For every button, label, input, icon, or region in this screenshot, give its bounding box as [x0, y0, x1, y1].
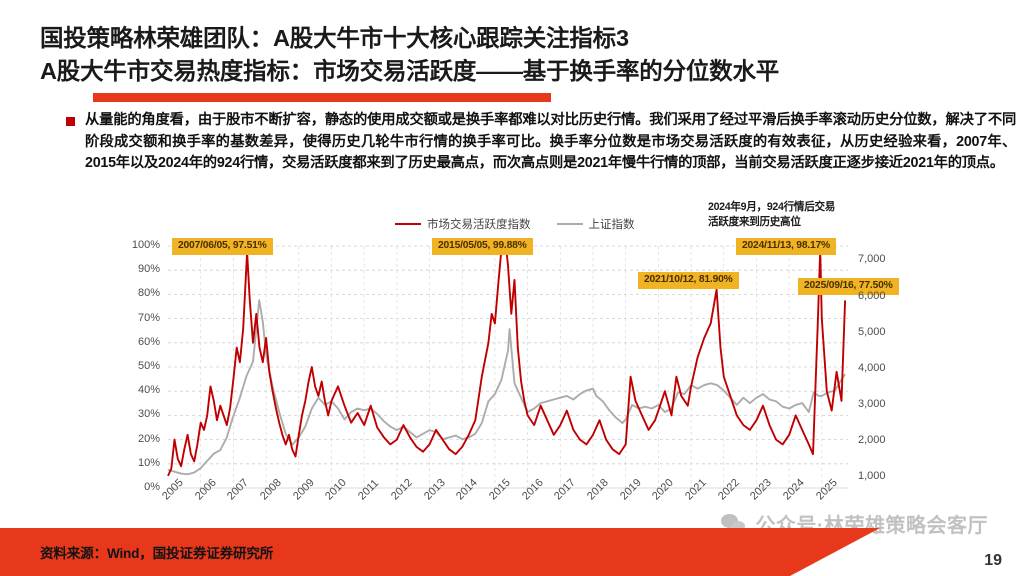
callout-latest-2025: 2025/09/16, 77.50%	[798, 278, 899, 296]
page-number: 19	[984, 552, 1002, 569]
y-axis-right-tick: 6,000	[858, 289, 886, 302]
y-axis-left-tick: 10%	[137, 456, 160, 469]
y-axis-left-tick: 30%	[137, 408, 160, 421]
y-axis-left-tick: 20%	[137, 432, 160, 445]
title-line-1: 国投策略林荣雄团队：A股大牛市十大核心跟踪关注指标3	[40, 25, 629, 51]
y-axis-left-tick: 40%	[137, 384, 160, 397]
y-axis-right-tick: 3,000	[858, 397, 886, 410]
title-line-2: A股大牛市交易热度指标：市场交易活跃度——基于换手率的分位数水平	[40, 58, 780, 85]
callout-peak-2007: 2007/06/05, 97.51%	[172, 238, 273, 256]
chart-container: 市场交易活跃度指数 上证指数 2007/06/05, 97.51% 2015/0…	[120, 196, 910, 526]
legend-swatch-index-icon	[556, 222, 583, 226]
y-axis-right-tick: 7,000	[858, 253, 886, 266]
y-axis-left-tick: 0%	[144, 481, 160, 493]
legend-label-index: 上证指数	[588, 219, 635, 231]
chart-legend: 市场交易活跃度指数 上证指数	[395, 216, 635, 232]
y-axis-left-tick: 100%	[131, 239, 160, 251]
y-axis-left-tick: 60%	[137, 335, 160, 348]
source-text: 资料来源：Wind，国投证券证券研究所	[40, 546, 274, 561]
footer-red-shape	[0, 528, 880, 576]
legend-swatch-activity-icon	[395, 222, 421, 226]
callout-peak-2021: 2021/10/12, 81.90%	[638, 272, 739, 290]
chart-plot-svg	[167, 245, 848, 489]
y-axis-right-tick: 1,000	[858, 470, 886, 483]
callout-peak-2015: 2015/05/05, 99.88%	[432, 238, 533, 256]
bullet-square-icon	[66, 117, 75, 126]
legend-item-index: 上证指数	[556, 216, 635, 232]
chart-note-924: 2024年9月，924行情后交易 活跃度来到历史高位	[708, 201, 836, 228]
y-axis-left-tick: 90%	[137, 263, 160, 276]
y-axis-left-tick: 80%	[137, 287, 160, 300]
body-paragraph-block: 从量能的角度看，由于股市不断扩容，静态的使用成交额或是换手率都难以对比历史行情。…	[66, 110, 1016, 175]
title-underline-bar	[93, 93, 551, 102]
y-axis-right-tick: 2,000	[858, 434, 886, 447]
page-title: 国投策略林荣雄团队：A股大牛市十大核心跟踪关注指标3 A股大牛市交易热度指标：市…	[40, 22, 1020, 89]
y-axis-left-tick: 70%	[137, 311, 160, 324]
legend-item-activity: 市场交易活跃度指数	[395, 216, 531, 232]
y-axis-right-tick: 4,000	[858, 361, 886, 374]
body-paragraph: 从量能的角度看，由于股市不断扩容，静态的使用成交额或是换手率都难以对比历史行情。…	[85, 112, 1016, 172]
footer: 资料来源：Wind，国投证券证券研究所	[0, 528, 1024, 576]
callout-peak-2024: 2024/11/13, 98.17%	[736, 238, 837, 256]
legend-label-activity: 市场交易活跃度指数	[427, 219, 531, 231]
y-axis-left-tick: 50%	[137, 360, 160, 372]
y-axis-right-tick: 5,000	[858, 325, 886, 338]
